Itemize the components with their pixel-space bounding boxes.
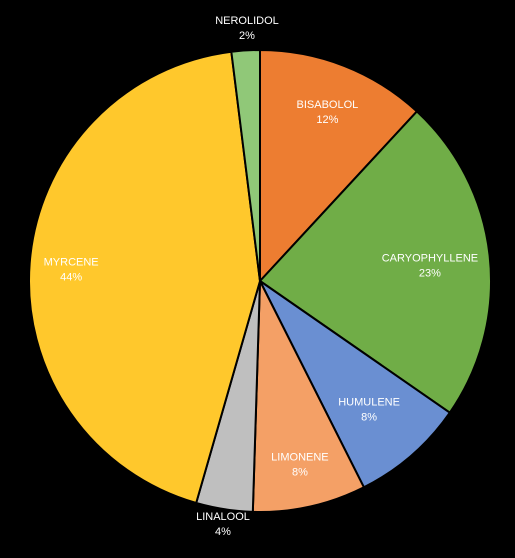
pie-slice-nerolidol [230,48,261,282]
slice-value-myrcene: 44% [60,271,82,283]
pie-slice-limonene [251,280,366,513]
slice-label-bisabolol: BISABOLOL [297,99,359,111]
slice-label-caryophyllene: CARYOPHYLLENE [382,252,478,264]
slice-label-humulene: HUMULENE [338,397,400,409]
pie-labels: BISABOLOL 12% CARYOPHYLLENE 23% HUMULENE 8% LI… [44,15,478,538]
slice-value-nerolidol: 2% [239,30,255,42]
slice-label-limonene: LIMONENE [271,451,328,463]
slice-value-caryophyllene: 23% [419,267,441,279]
pie-slice-humulene [259,280,452,489]
slice-value-humulene: 8% [361,412,377,424]
slice-value-bisabolol: 12% [316,114,338,126]
slice-label-myrcene: MYRCENE [44,256,99,268]
slice-value-linalool: 4% [215,526,231,538]
pie-slice-caryophyllene [258,110,492,415]
pie-slice-bisabolol [259,48,419,284]
slice-label-linalool: LINALOOL [196,511,250,523]
pie-slices [28,48,492,513]
slice-value-limonene: 8% [292,466,308,478]
pie-slice-myrcene [28,50,262,505]
slice-label-nerolidol: NEROLIDOL [215,15,279,27]
